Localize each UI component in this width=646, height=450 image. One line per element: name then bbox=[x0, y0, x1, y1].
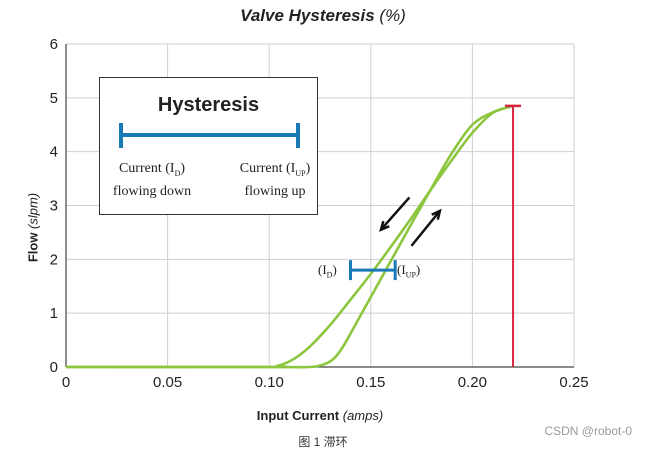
series-line-up bbox=[66, 104, 514, 369]
legend-label-down: Current (ID) flowing down bbox=[112, 161, 192, 199]
y-tick-label: 3 bbox=[50, 198, 58, 215]
annotation-i-up: (IUP) bbox=[397, 262, 421, 280]
x-tick-label: 0.25 bbox=[559, 374, 588, 391]
y-tick-label: 0 bbox=[50, 359, 58, 376]
x-tick-label: 0.05 bbox=[153, 374, 182, 391]
legend-title: Hysteresis bbox=[157, 94, 260, 116]
legend-hysteresis-bar bbox=[119, 123, 300, 148]
x-tick-label: 0.20 bbox=[458, 374, 487, 391]
y-tick-label: 6 bbox=[50, 36, 58, 53]
grid-lines bbox=[66, 43, 575, 367]
watermark: CSDN @robot-0 bbox=[544, 424, 632, 438]
y-tick-label: 5 bbox=[50, 90, 58, 107]
x-tick-label: 0.10 bbox=[255, 374, 284, 391]
annotation-layer bbox=[348, 104, 522, 367]
y-tick-label: 2 bbox=[50, 251, 58, 268]
arrow-down-icon-shaft bbox=[380, 196, 411, 231]
x-tick-label: 0.15 bbox=[356, 374, 385, 391]
arrow-up-icon-shaft bbox=[410, 210, 441, 247]
y-axis-label: Flow (slpm) bbox=[25, 192, 41, 263]
y-tick-label: 1 bbox=[50, 305, 58, 322]
legend-label-up: Current (IUP) flowing up bbox=[239, 161, 311, 199]
y-tick-label: 4 bbox=[50, 144, 58, 161]
annotation-i-down: (ID) bbox=[318, 262, 337, 280]
arrow-up-icon-head bbox=[431, 208, 442, 220]
arrow-up-icon bbox=[410, 208, 442, 247]
series-line-down bbox=[65, 104, 514, 369]
arrow-down-icon bbox=[379, 196, 411, 232]
x-tick-label: 0 bbox=[62, 374, 70, 391]
arrow-down-icon-head bbox=[379, 220, 390, 232]
chart-title: Valve Hysteresis (%) bbox=[240, 6, 406, 25]
series-layer bbox=[65, 104, 514, 369]
x-axis-label: Input Current (amps) bbox=[256, 408, 384, 423]
legend-box: Hysteresis Current (ID) flowing down Cur… bbox=[99, 77, 318, 215]
